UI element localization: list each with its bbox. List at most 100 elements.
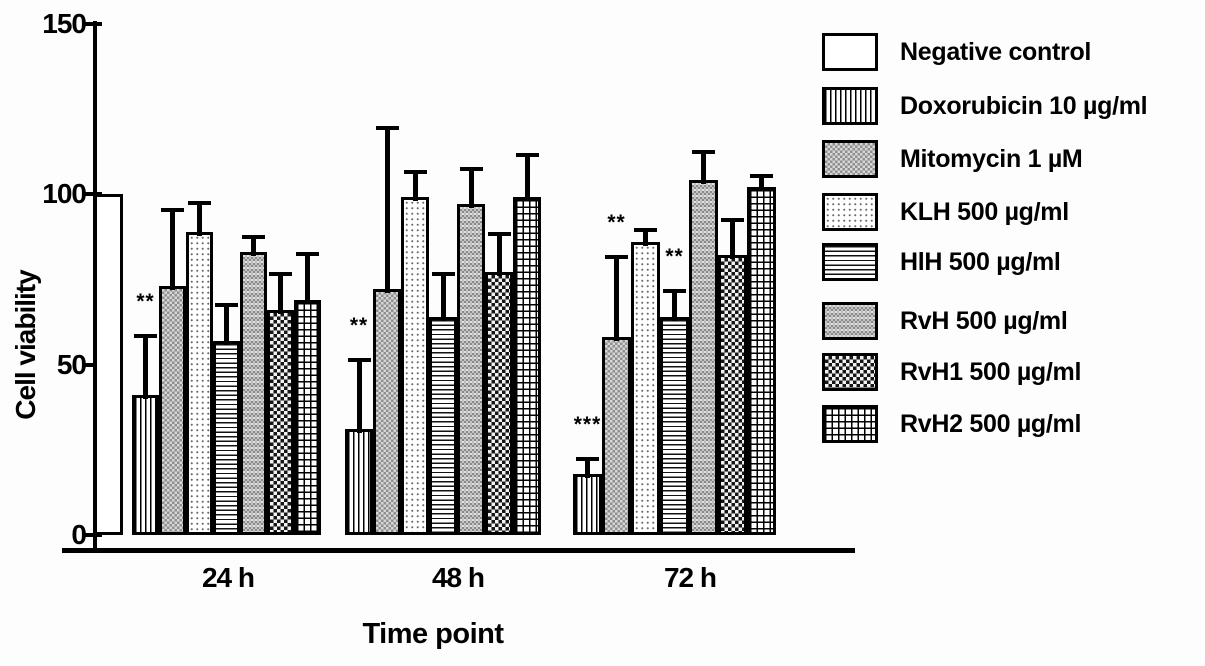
error-bar-cap xyxy=(134,333,157,338)
y-tick-label-50: 50 xyxy=(56,348,87,380)
bar-vertical-stripes-48h xyxy=(345,429,373,535)
error-bar-stem xyxy=(412,170,418,202)
y-tick-150 xyxy=(84,21,102,26)
bar-gray-weave-72h xyxy=(689,180,718,535)
error-bar-stem xyxy=(730,217,735,260)
error-bar-cap xyxy=(215,303,238,308)
y-axis-title: Cell viability xyxy=(10,270,41,420)
bar-grid-24h xyxy=(294,299,321,535)
significance-marker: ** xyxy=(607,211,626,235)
bar-gray-checker-72h xyxy=(602,337,631,535)
error-bar-stem xyxy=(614,255,619,342)
legend-swatch-light-dots xyxy=(822,193,878,231)
y-tick-label-0: 0 xyxy=(71,519,87,550)
bar-grid-48h xyxy=(513,197,541,535)
bar-grid-72h xyxy=(747,187,776,535)
y-tick-100 xyxy=(84,192,102,196)
legend-swatch-gray-checker xyxy=(822,140,878,178)
legend-label: RvH1 500 µg/ml xyxy=(900,358,1082,386)
error-bar-stem xyxy=(524,153,530,202)
error-bar-stem xyxy=(278,272,283,314)
bar-dark-checkerboard-48h xyxy=(485,272,513,535)
error-bar-stem xyxy=(251,234,256,256)
error-bar-cap xyxy=(487,231,511,236)
legend-swatch-vertical-stripes xyxy=(822,87,878,125)
bar-horizontal-stripes-24h xyxy=(213,340,240,535)
bar-horizontal-stripes-72h xyxy=(660,316,689,535)
significance-marker: *** xyxy=(573,412,602,436)
legend-label: KLH 500 µg/ml xyxy=(900,198,1069,226)
y-tick-label-100: 100 xyxy=(42,178,87,209)
error-bar-stem xyxy=(440,272,446,321)
error-bar-cap xyxy=(242,234,265,239)
bar-gray-weave-24h xyxy=(240,251,267,535)
bar-dark-checkerboard-72h xyxy=(718,255,747,535)
x-axis-title: Time point xyxy=(362,618,504,650)
error-bar-stem xyxy=(170,207,175,291)
error-bar-cap xyxy=(515,153,539,158)
error-bar-cap xyxy=(721,217,744,222)
error-bar-cap xyxy=(403,170,427,175)
error-bar-cap xyxy=(459,166,483,171)
bar-solid-white-24h xyxy=(94,194,123,535)
bar-dark-checkerboard-24h xyxy=(267,309,294,535)
bar-light-dots-72h xyxy=(631,241,660,535)
error-bar-cap xyxy=(269,272,292,277)
error-bar-cap xyxy=(663,289,686,294)
legend-label: HlH 500 µg/ml xyxy=(900,248,1061,276)
error-bar-stem xyxy=(701,149,706,185)
error-bar-cap xyxy=(188,200,211,205)
bar-vertical-stripes-72h xyxy=(573,473,602,535)
error-bar-cap xyxy=(605,255,628,260)
significance-marker: ** xyxy=(665,245,684,269)
legend-swatch-horizontal-stripes xyxy=(822,243,878,281)
significance-marker: ** xyxy=(136,289,155,313)
error-bar-stem xyxy=(643,228,648,246)
legend-label: Doxorubicin 10 µg/ml xyxy=(900,92,1148,120)
error-bar-stem xyxy=(356,357,362,434)
error-bar-cap xyxy=(296,251,319,256)
error-bar-cap xyxy=(634,228,657,233)
error-bar-cap xyxy=(750,173,773,178)
error-bar-cap xyxy=(375,125,399,130)
legend-label: RvH2 500 µg/ml xyxy=(900,410,1082,438)
x-category-label-72h: 72 h xyxy=(663,562,717,593)
error-bar-stem xyxy=(197,200,202,236)
error-bar-cap xyxy=(576,456,599,461)
x-axis-line xyxy=(62,548,855,553)
error-bar-stem xyxy=(305,251,310,304)
error-bar-cap xyxy=(692,149,715,154)
x-category-label-24h: 24 h xyxy=(201,562,255,593)
legend-label: RvH 500 µg/ml xyxy=(900,307,1068,335)
error-bar-stem xyxy=(672,289,677,321)
y-tick-50 xyxy=(84,362,102,367)
error-bar-stem xyxy=(468,166,474,209)
bar-light-dots-48h xyxy=(401,197,429,535)
significance-marker: ** xyxy=(349,313,369,337)
error-bar-stem xyxy=(143,333,148,400)
error-bar-stem xyxy=(759,173,764,192)
legend-label: Mitomycin 1 µM xyxy=(900,145,1083,173)
legend-swatch-gray-weave xyxy=(822,302,878,340)
legend-swatch-grid xyxy=(822,405,878,443)
error-bar-stem xyxy=(384,125,390,294)
bar-gray-weave-48h xyxy=(457,204,485,535)
error-bar-stem xyxy=(224,303,229,345)
y-tick-0 xyxy=(84,533,102,537)
error-bar-cap xyxy=(347,357,371,362)
legend-label: Negative control xyxy=(900,38,1092,66)
bar-gray-checker-24h xyxy=(159,286,186,535)
bar-gray-checker-48h xyxy=(373,289,401,535)
y-tick-label-150: 150 xyxy=(42,7,87,39)
error-bar-stem xyxy=(496,231,502,277)
error-bar-cap xyxy=(431,272,455,277)
error-bar-cap xyxy=(161,207,184,212)
error-bar-stem xyxy=(585,456,590,478)
bar-horizontal-stripes-48h xyxy=(429,316,457,535)
bar-vertical-stripes-24h xyxy=(132,395,159,535)
legend-swatch-solid-white xyxy=(822,33,878,71)
legend-swatch-dark-checkerboard xyxy=(822,353,878,391)
x-category-label-48h: 48 h xyxy=(431,562,485,593)
bar-light-dots-24h xyxy=(186,231,213,535)
